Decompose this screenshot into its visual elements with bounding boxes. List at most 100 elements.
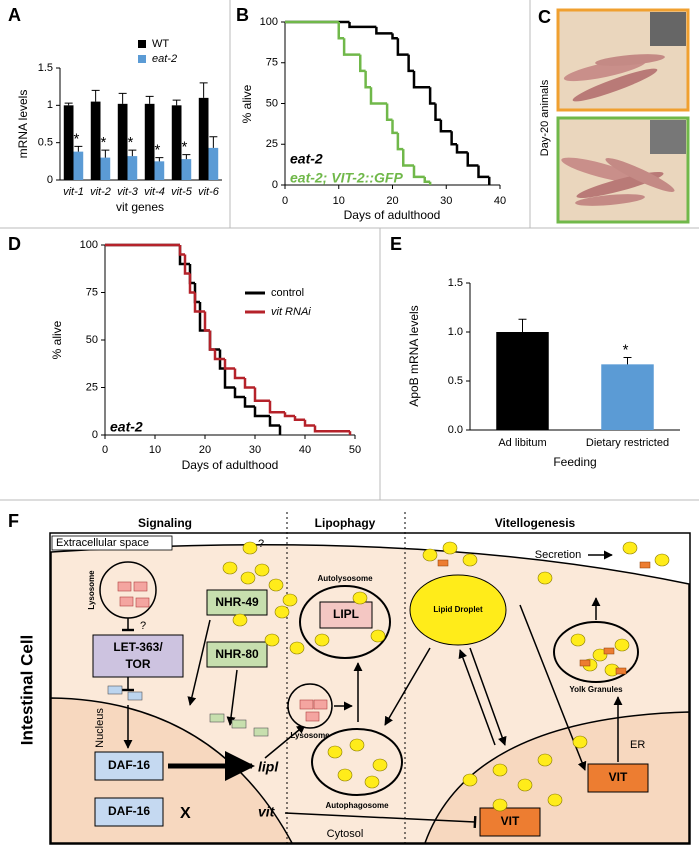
error-bar: [199, 82, 208, 98]
gene-label: vit: [258, 804, 276, 820]
survival-step: [391, 33, 398, 40]
factor: [107, 685, 123, 695]
lipid-particle: [592, 648, 608, 662]
lipid-particle: [232, 613, 248, 627]
panel-f: F Signaling Lipophagy Vitellogenesis Int…: [8, 511, 691, 845]
arrow: [264, 724, 306, 759]
lipid-particle: [622, 541, 638, 555]
survival-step: [223, 368, 235, 389]
legend-label: eat-2: [290, 151, 323, 167]
survival-step: [396, 38, 409, 56]
lipid-particle: [222, 561, 238, 575]
error-bar: [155, 157, 164, 162]
protein-label: LIPL: [333, 607, 359, 621]
legend-label: eat-2; VIT-2::GFP: [290, 170, 403, 186]
x-tick-label: 30: [440, 195, 452, 207]
survival-step: [268, 416, 280, 427]
bar: [144, 103, 155, 180]
lipid-particle: [370, 629, 386, 643]
survival-step: [439, 119, 452, 133]
x-tick-label: vit-4: [144, 186, 165, 198]
worm: [572, 68, 658, 102]
column-header: Signaling: [138, 516, 192, 530]
survival-step: [396, 132, 404, 151]
lipid-particle: [492, 798, 508, 812]
factor: [231, 719, 247, 729]
lipid-particle: [268, 578, 284, 592]
lipid-particle: [614, 638, 630, 652]
yolk-protein: [639, 561, 651, 569]
block-mark: X: [180, 805, 191, 822]
bar: [127, 156, 138, 180]
label-box: [51, 535, 173, 551]
panel-label: C: [538, 7, 551, 27]
survival-step: [208, 330, 220, 351]
protein-label: TOR: [125, 657, 150, 671]
lipid-particle: [349, 738, 365, 752]
significance-marker: *: [623, 341, 629, 358]
inset: [650, 120, 686, 154]
significance-marker: *: [100, 134, 106, 151]
y-tick-label: 50: [266, 97, 278, 109]
bar: [496, 332, 549, 430]
significance-marker: *: [181, 139, 187, 156]
lipid-particle: [462, 553, 478, 567]
lipid-particle: [327, 745, 343, 759]
caption: Day-20 animals: [539, 79, 551, 156]
survival-step: [193, 292, 205, 313]
legend-swatch: [138, 55, 146, 63]
vesicle: [305, 711, 320, 722]
lipid-particle: [517, 778, 533, 792]
survival-step: [412, 70, 431, 89]
lipid-particle: [570, 633, 586, 647]
worm: [605, 158, 675, 192]
bar: [117, 103, 128, 180]
error-bar: [518, 318, 527, 332]
bar: [171, 105, 182, 180]
factor: [127, 691, 143, 701]
cell-label: Intestinal Cell: [17, 635, 36, 746]
y-tick-label: 75: [266, 57, 278, 69]
panel-label: B: [236, 5, 249, 25]
survival-step: [369, 87, 388, 105]
survival-step: [223, 359, 235, 370]
protein-label: VIT: [501, 814, 520, 828]
protein-box: [206, 589, 268, 616]
x-tick-label: 0: [282, 195, 288, 207]
legend-label: control: [271, 287, 304, 299]
survival-step: [375, 26, 393, 35]
survival-step: [233, 368, 245, 380]
x-tick-label: 0: [102, 444, 108, 456]
protein-label: VIT: [609, 770, 628, 784]
lipid-particle: [240, 571, 256, 585]
y-tick-label: 75: [86, 286, 98, 298]
error-bar: [623, 356, 632, 365]
lipid-particle: [352, 591, 368, 605]
protein-box: [479, 807, 541, 837]
protein-box: [206, 641, 268, 668]
survival-step: [183, 254, 190, 275]
vesicle: [135, 597, 150, 608]
organelle-label: Autophagosome: [325, 801, 389, 810]
bar: [154, 161, 165, 180]
error-bar: [101, 149, 110, 158]
survival-step: [188, 273, 195, 294]
column-header: Lipophagy: [315, 516, 376, 530]
region-label: Cytosol: [327, 828, 364, 840]
x-axis-label: Days of adulthood: [182, 458, 279, 472]
x-tick-label: vit-1: [63, 186, 84, 198]
x-tick-label: 20: [199, 444, 211, 456]
protein-label: DAF-16: [108, 804, 150, 818]
lipid-particle: [364, 775, 380, 789]
x-tick-label: Ad libitum: [498, 437, 546, 449]
arrow: [226, 669, 238, 726]
lipid-particle: [442, 541, 458, 555]
x-tick-label: 20: [386, 195, 398, 207]
column-header: Vitellogenesis: [495, 516, 576, 530]
survival-step: [359, 54, 366, 73]
x-tick-label: vit-5: [171, 186, 193, 198]
lipid-particle: [547, 793, 563, 807]
survival-step: [434, 103, 441, 122]
significance-marker: *: [127, 134, 133, 151]
error-bar: [74, 145, 83, 152]
